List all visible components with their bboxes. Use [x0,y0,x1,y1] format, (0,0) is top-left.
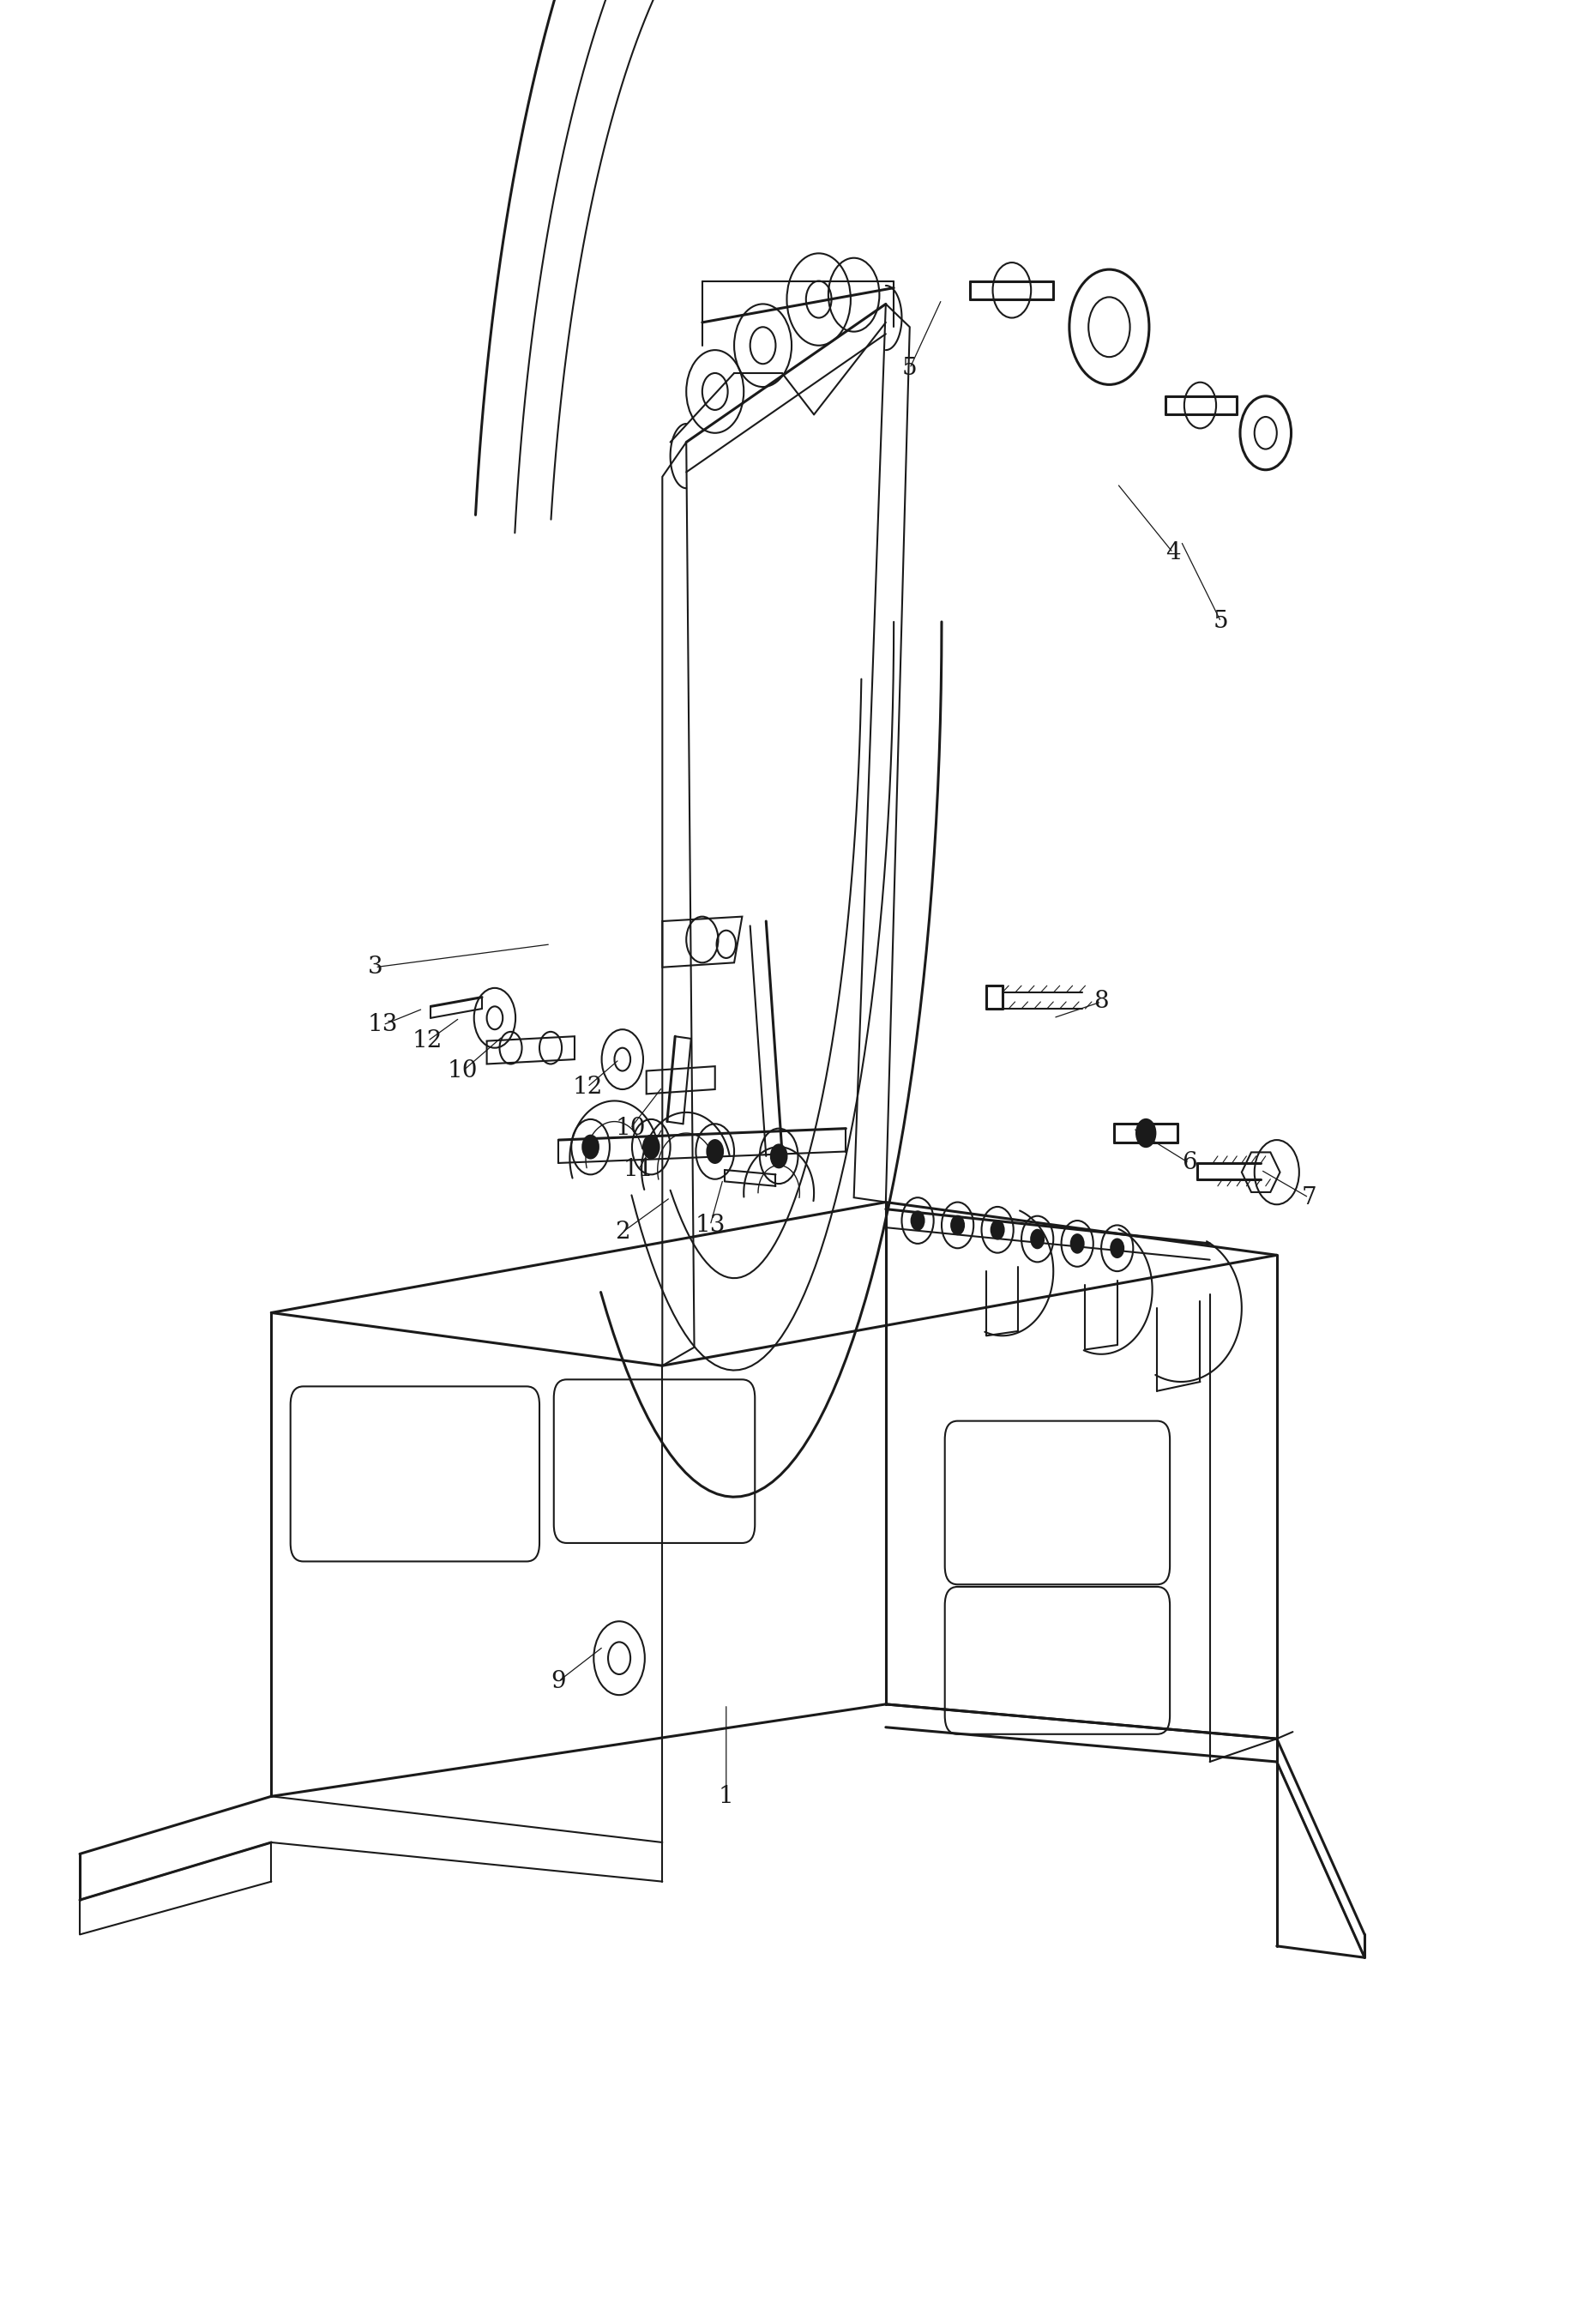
FancyBboxPatch shape [554,1379,755,1543]
Circle shape [643,1135,659,1158]
Text: 8: 8 [1093,990,1109,1013]
Text: 5: 5 [1213,610,1229,633]
Circle shape [911,1211,924,1230]
Text: 4: 4 [1165,541,1181,564]
Circle shape [951,1216,964,1234]
Circle shape [991,1221,1004,1239]
Circle shape [1136,1119,1156,1147]
Circle shape [771,1145,787,1168]
Circle shape [1111,1239,1124,1257]
Text: 2: 2 [614,1221,630,1244]
FancyBboxPatch shape [290,1386,539,1561]
Text: 1: 1 [718,1785,734,1808]
Circle shape [583,1135,598,1158]
Text: 9: 9 [551,1670,567,1693]
Text: 6: 6 [1181,1152,1197,1175]
Circle shape [1071,1234,1084,1253]
Text: 12: 12 [571,1076,603,1099]
Text: 13: 13 [694,1214,726,1237]
Circle shape [707,1140,723,1163]
Text: 10: 10 [614,1117,646,1140]
Text: 10: 10 [447,1059,479,1082]
Text: 13: 13 [367,1013,399,1036]
Text: 7: 7 [1301,1186,1317,1209]
FancyBboxPatch shape [945,1587,1170,1734]
Circle shape [1031,1230,1044,1248]
FancyBboxPatch shape [945,1421,1170,1584]
Text: 12: 12 [412,1029,444,1052]
Text: 5: 5 [902,357,918,380]
Text: 11: 11 [622,1158,654,1181]
Text: 3: 3 [367,956,383,979]
